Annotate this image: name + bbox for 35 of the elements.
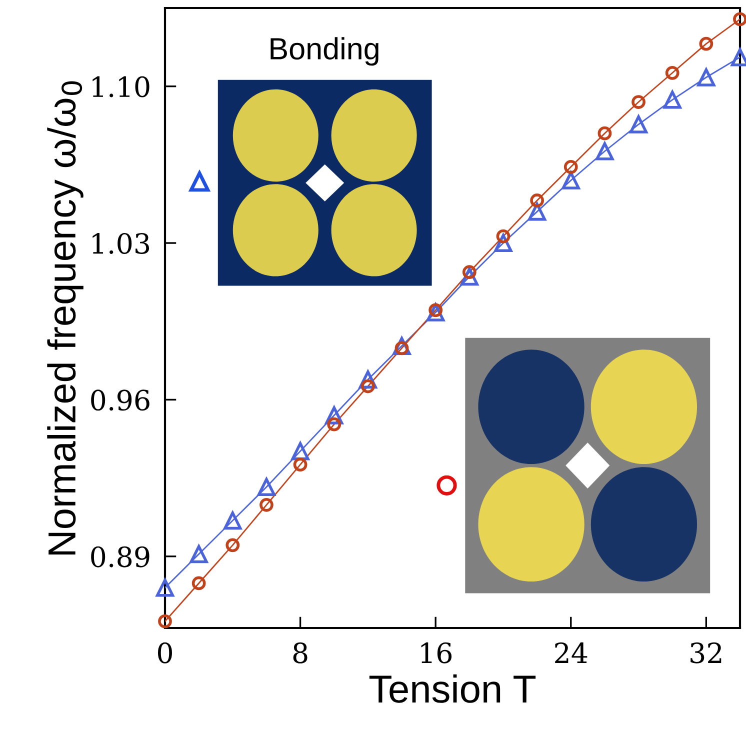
point <box>632 95 646 109</box>
y-axis-title: Normalized frequency ω/ω$_{0}$ <box>47 81 84 555</box>
point <box>530 194 544 208</box>
y-tick-label: 0.96 <box>91 390 150 411</box>
x-axis-title: Tension T <box>369 674 536 703</box>
point <box>630 115 648 134</box>
x-tick-label: 32 <box>690 642 722 664</box>
point <box>257 478 276 496</box>
point <box>158 614 172 628</box>
x-tick-label: 0 <box>158 642 172 664</box>
point <box>156 578 174 597</box>
point <box>192 576 206 590</box>
annotation: Bonding <box>270 37 378 66</box>
point <box>596 142 614 160</box>
point <box>598 126 612 140</box>
y-tick-label: 1.03 <box>92 232 150 254</box>
x-tick-label: 8 <box>293 642 308 664</box>
x-tick-label: 16 <box>421 642 452 664</box>
y-tick-label: 1.10 <box>92 76 150 98</box>
y-tick-label: 0.89 <box>91 546 150 568</box>
point <box>564 160 578 174</box>
point <box>699 36 714 51</box>
x-tick-label: 24 <box>555 642 588 663</box>
point <box>562 171 580 190</box>
point <box>360 379 375 394</box>
point <box>665 66 680 80</box>
point <box>697 68 716 86</box>
point <box>190 545 208 564</box>
point <box>224 512 242 530</box>
point <box>663 90 682 109</box>
point <box>226 538 240 552</box>
point <box>327 417 342 432</box>
point <box>260 498 274 512</box>
point <box>733 12 746 26</box>
point <box>293 458 308 472</box>
